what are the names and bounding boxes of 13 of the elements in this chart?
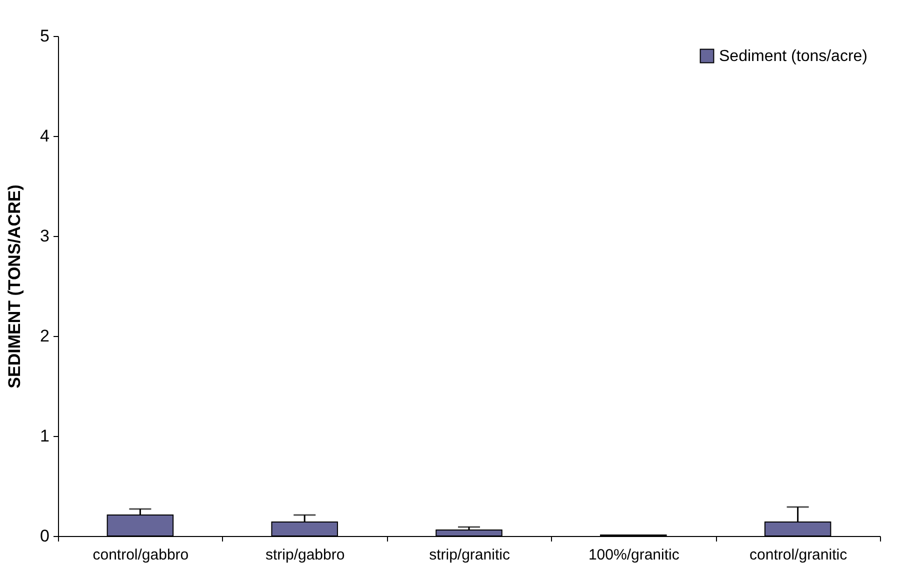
y-tick-label: 5 xyxy=(40,26,50,46)
y-tick-label: 2 xyxy=(40,326,50,346)
legend-label: Sediment (tons/acre) xyxy=(719,48,868,65)
y-tick-label: 4 xyxy=(40,126,50,146)
x-tick-label: control/gabbro xyxy=(92,546,189,564)
x-tick-label: strip/gabbro xyxy=(265,546,345,564)
y-axis-title: SEDIMENT (TONS/ACRE) xyxy=(5,184,24,388)
y-tick-label: 1 xyxy=(40,426,50,446)
x-tick-label: strip/granitic xyxy=(429,546,510,564)
y-tick-label: 0 xyxy=(40,526,50,546)
x-tick-label: control/granitic xyxy=(750,546,848,564)
x-tick-label: 100%/granitic xyxy=(588,546,680,564)
y-tick-label: 3 xyxy=(40,226,50,246)
